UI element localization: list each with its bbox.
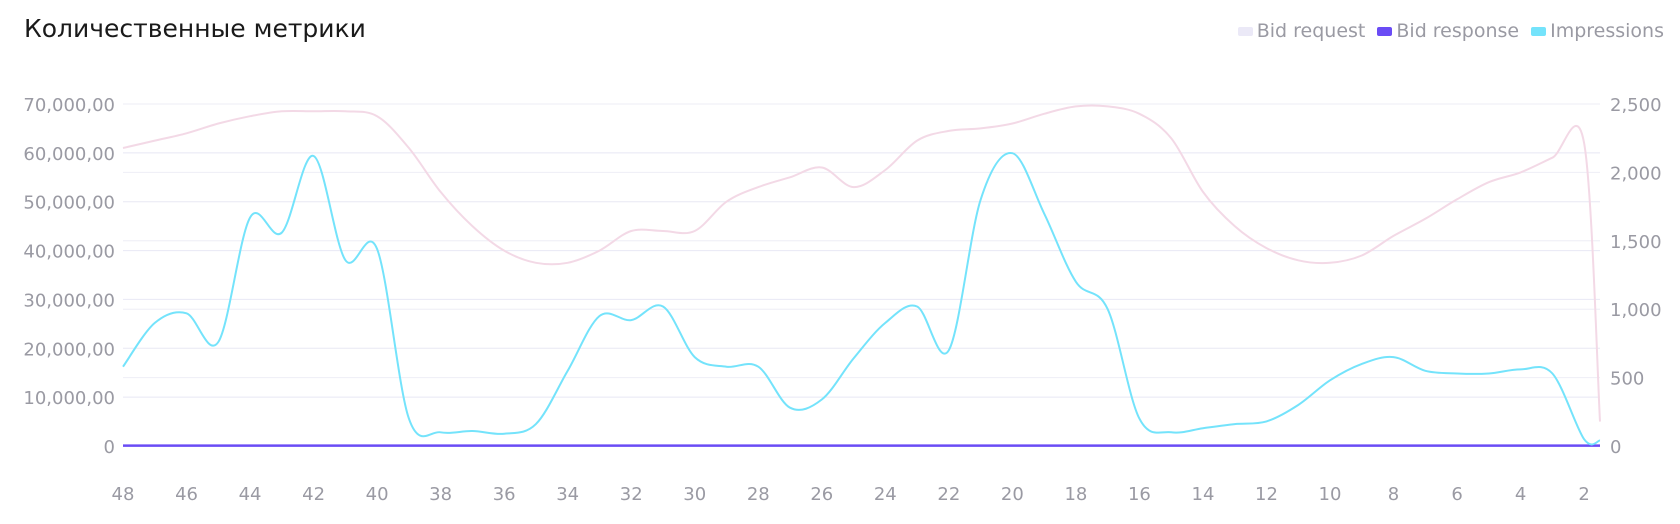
x-tick-label: 24: [874, 484, 897, 505]
x-tick-label: 28: [747, 484, 770, 505]
legend-label-bid-request: Bid request: [1256, 20, 1366, 42]
x-tick-label: 10: [1319, 484, 1342, 505]
x-tick-label: 8: [1388, 484, 1399, 505]
y-left-tick-label: 0: [104, 437, 115, 458]
x-tick-label: 46: [175, 484, 198, 505]
y-right-tick-label: 0: [1610, 437, 1621, 458]
y-right-tick-label: 500: [1610, 369, 1644, 390]
x-tick-label: 42: [302, 484, 325, 505]
chart-legend: Bid request Bid response Impressions: [1237, 20, 1664, 42]
legend-label-bid-response: Bid response: [1396, 20, 1520, 42]
x-tick-label: 40: [366, 484, 389, 505]
x-tick-label: 38: [429, 484, 452, 505]
x-tick-label: 44: [239, 484, 262, 505]
chart-title: Количественные метрики: [24, 14, 366, 43]
x-tick-label: 6: [1451, 484, 1462, 505]
x-tick-label: 18: [1064, 484, 1087, 505]
series-line-bid-request: [122, 104, 1601, 422]
x-tick-label: 26: [810, 484, 833, 505]
y-right-tick-label: 2,500: [1610, 95, 1662, 116]
y-right-tick-label: 1,500: [1610, 232, 1662, 253]
legend-item-bid-request[interactable]: Bid request: [1237, 20, 1366, 42]
x-tick-label: 36: [493, 484, 516, 505]
y-right-tick-label: 2,000: [1610, 163, 1662, 184]
y-left-tick-label: 10,000,00: [23, 388, 115, 409]
legend-swatch-impressions: [1531, 26, 1547, 36]
x-tick-label: 2: [1578, 484, 1589, 505]
y-left-tick-label: 60,000,00: [23, 144, 115, 165]
y-left-tick-label: 50,000,00: [23, 193, 115, 214]
x-tick-label: 48: [112, 484, 135, 505]
y-left-tick-label: 30,000,00: [23, 290, 115, 311]
x-tick-label: 14: [1192, 484, 1215, 505]
y-left-tick-label: 70,000,00: [23, 95, 115, 116]
x-tick-label: 20: [1001, 484, 1024, 505]
x-tick-label: 30: [683, 484, 706, 505]
series-line-impressions: [122, 152, 1601, 446]
legend-swatch-bid-response: [1377, 26, 1393, 36]
x-tick-label: 16: [1128, 484, 1151, 505]
y-left-tick-label: 20,000,00: [23, 339, 115, 360]
x-tick-label: 34: [556, 484, 579, 505]
x-tick-label: 32: [620, 484, 643, 505]
x-tick-label: 12: [1255, 484, 1278, 505]
y-right-tick-label: 1,000: [1610, 300, 1662, 321]
legend-item-bid-response[interactable]: Bid response: [1377, 20, 1519, 42]
y-left-tick-label: 40,000,00: [23, 242, 115, 263]
x-tick-label: 22: [937, 484, 960, 505]
x-tick-label: 4: [1515, 484, 1526, 505]
legend-label-impressions: Impressions: [1550, 20, 1664, 42]
legend-item-impressions[interactable]: Impressions: [1531, 20, 1664, 42]
legend-swatch-bid-request: [1237, 26, 1253, 36]
